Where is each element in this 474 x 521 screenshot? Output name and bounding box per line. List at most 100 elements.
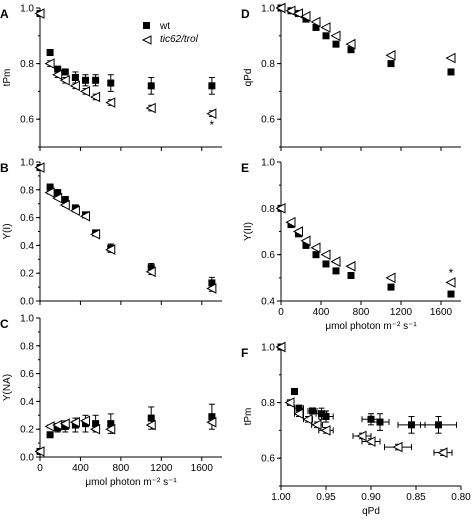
data-point [105,244,116,255]
series-tic62-trol [275,341,453,458]
y-tick-label: 1.0 [20,314,34,325]
data-point [275,341,286,353]
x-axis-label: qPd [362,506,380,516]
data-point [44,58,55,69]
data-point [408,421,415,429]
y-tick-label: 1.0 [261,343,275,354]
data-point [330,30,341,42]
data-point [92,76,100,84]
data-point [445,277,456,288]
data-point [376,418,384,426]
data-point [320,249,331,260]
data-point [385,49,396,61]
data-point [292,226,303,237]
y-tick-label: 0.0 [20,297,34,308]
data-point [332,267,340,275]
data-point [145,102,156,114]
data-point [59,74,70,86]
data-point [90,423,101,435]
y-tick-label: 0.2 [20,425,34,436]
data-point [332,40,340,48]
data-point [285,5,296,17]
data-point [54,65,62,73]
panel-a: A 0.6 0.8 1.0 tPm * [0,4,222,151]
x-tick-label: 400 [72,463,89,474]
data-point [435,421,442,429]
y-tick-label: 0.0 [20,453,34,464]
data-point [208,279,216,287]
data-point [92,420,100,428]
data-point [295,404,303,412]
data-point [107,420,115,428]
y-tick-label: 1.0 [20,4,34,15]
panel-d: D 0.6 0.8 1.0 qPd [241,2,461,151]
panel-b: B 0.0 0.2 0.4 0.6 0.8 1.0 Y(I) [0,158,222,308]
y-tick-label: 0.8 [261,59,275,70]
data-point [206,416,217,428]
data-point [300,235,311,247]
y-tick-label: 0.8 [261,204,275,215]
x-tick-label: 0 [278,307,284,318]
data-point [320,22,331,33]
legend-label-tic62: tic62/trol [160,34,199,45]
data-point [90,228,101,240]
x-axis-label: μmol photon m⁻² s⁻¹ [85,477,177,488]
data-point [105,97,116,108]
data-point [285,216,296,228]
series-tic62-trol [34,162,217,294]
data-point [447,290,455,298]
y-tick-label: 0.4 [20,241,34,252]
series-tic62-trol [34,415,217,457]
data-point [52,69,63,81]
significance-marker: * [210,118,215,132]
data-point [322,32,330,40]
data-point [392,441,403,453]
panel-f: F 0.6 0.8 1.0 1.00 0.95 0.90 0.85 0.80 tPm qPd [241,341,471,517]
x-tick-label: 0.95 [316,492,336,503]
y-axis-label: tPm [243,408,254,426]
data-point [387,60,395,68]
data-point [69,205,80,216]
y-tick-label: 0.8 [20,341,34,352]
data-point [208,82,216,90]
data-point [44,421,55,432]
data-point [59,418,70,429]
data-point [356,430,367,442]
legend-label-wt: wt [159,21,170,32]
series-tic62-trol [275,203,456,288]
legend: wt tic62/trol [141,21,199,45]
y-tick-label: 1.0 [20,158,34,169]
data-point [79,86,90,97]
data-point [206,108,217,119]
y-tick-label: 0.4 [261,297,275,308]
data-point [437,447,448,458]
data-point [147,82,155,90]
x-tick-label: 0 [37,463,43,474]
y-tick-label: 0.6 [261,250,275,261]
x-tick-label: 1200 [150,463,173,474]
data-point [291,387,298,395]
data-point [322,260,330,268]
data-point [309,407,316,415]
data-point [52,419,63,431]
data-point [345,260,356,272]
data-point [46,48,54,56]
data-point [330,256,341,267]
data-point [284,397,295,408]
y-tick-label: 0.6 [261,115,275,126]
y-tick-label: 0.8 [20,59,34,70]
panel-letter: C [0,317,9,331]
data-point [206,283,217,294]
data-point [310,242,321,254]
data-point [322,413,330,420]
data-point [69,416,80,428]
series-wt [36,403,216,455]
data-point [54,189,62,197]
data-point [293,408,304,420]
y-tick-label: 0.8 [261,398,275,409]
data-point [69,80,80,92]
x-tick-label: 0.90 [361,492,381,503]
data-point [44,187,55,198]
